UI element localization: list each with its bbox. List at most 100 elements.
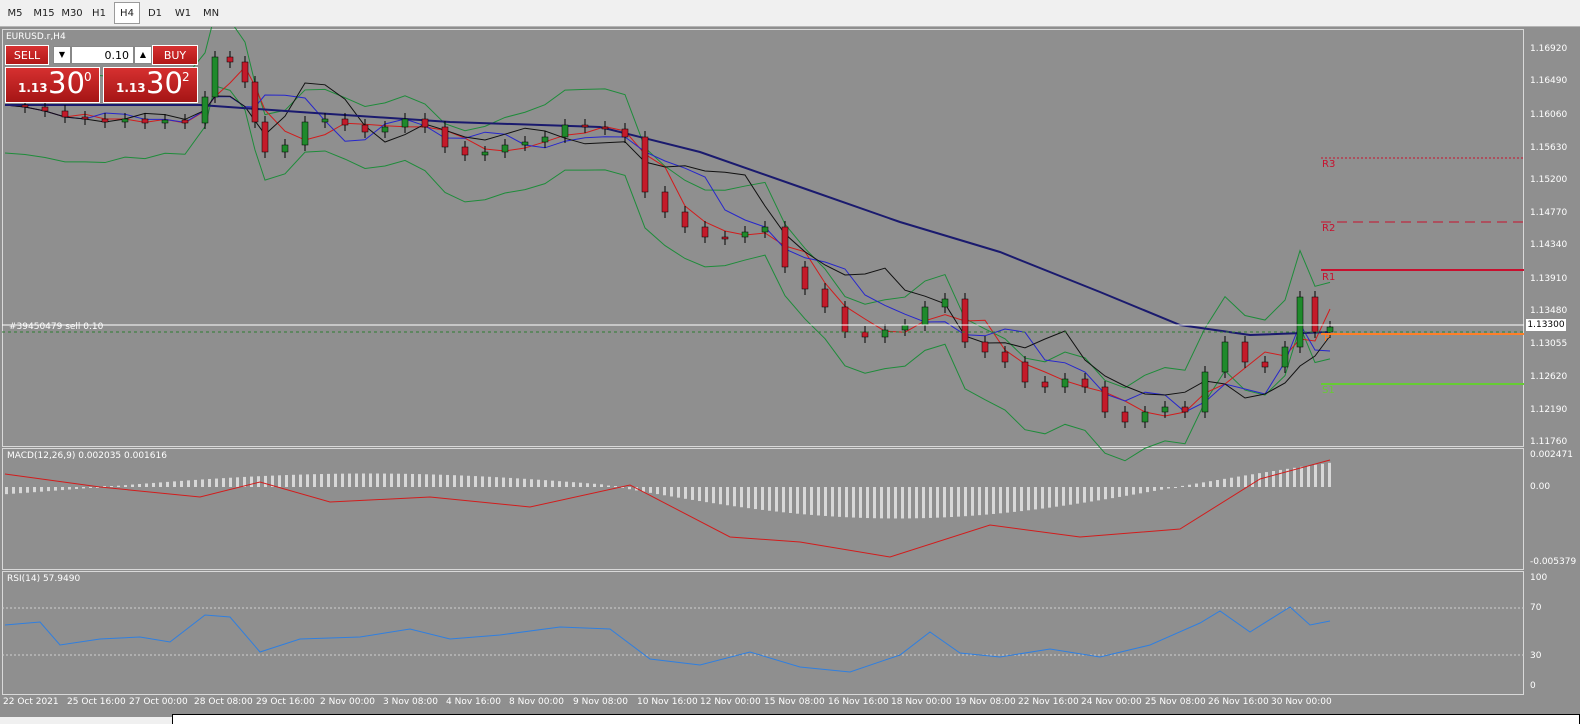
- macd-histogram-bar: [530, 479, 533, 487]
- macd-histogram-bar: [838, 487, 841, 517]
- date-label: 25 Nov 08:00: [1145, 697, 1206, 707]
- macd-histogram-bar: [320, 474, 323, 487]
- macd-histogram-bar: [1146, 487, 1149, 493]
- macd-histogram-bar: [1153, 487, 1156, 491]
- rsi-pane[interactable]: [2, 571, 1524, 695]
- macd-histogram-bar: [1328, 462, 1331, 487]
- candle-body: [521, 141, 529, 146]
- macd-histogram-bar: [1195, 483, 1198, 487]
- macd-histogram-bar: [887, 487, 890, 519]
- candle-body: [226, 56, 234, 63]
- macd-histogram-bar: [47, 487, 50, 492]
- macd-histogram-bar: [719, 487, 722, 505]
- macd-histogram-bar: [5, 487, 8, 495]
- macd-histogram-bar: [1118, 487, 1121, 497]
- candle-body: [251, 81, 259, 123]
- macd-histogram-bar: [845, 487, 848, 518]
- main-price-pane[interactable]: [2, 29, 1524, 447]
- date-label: 18 Nov 00:00: [891, 697, 952, 707]
- macd-histogram-bar: [663, 487, 666, 496]
- lot-size-input[interactable]: [71, 46, 134, 64]
- macd-histogram-bar: [1321, 463, 1324, 487]
- candle-body: [261, 121, 269, 153]
- date-label: 29 Oct 16:00: [256, 697, 315, 707]
- macd-histogram-bar: [481, 476, 484, 487]
- date-label: 3 Nov 08:00: [383, 697, 438, 707]
- macd-pane[interactable]: [2, 448, 1524, 570]
- macd-histogram-bar: [789, 487, 792, 514]
- macd-histogram-bar: [747, 487, 750, 509]
- macd-histogram-bar: [495, 477, 498, 487]
- bid-price-box[interactable]: 1.13 30 0: [5, 66, 100, 103]
- chart-area[interactable]: EURUSD.r,H4 SELL ▼ ▲ BUY 1.13 30 0 1.13 …: [0, 27, 1580, 717]
- date-label: 9 Nov 08:00: [573, 697, 628, 707]
- timeframe-toolbar: M5 M15 M30 H1 H4 D1 W1 MN: [0, 0, 1580, 27]
- timeframe-h4[interactable]: H4: [114, 2, 140, 24]
- macd-histogram-bar: [621, 487, 624, 489]
- candle-body: [941, 298, 949, 308]
- buy-button[interactable]: BUY: [152, 45, 198, 65]
- timeframe-mn[interactable]: MN: [202, 8, 220, 19]
- macd-histogram-bar: [572, 482, 575, 487]
- macd-histogram-bar: [369, 473, 372, 487]
- sell-button[interactable]: SELL: [5, 45, 49, 65]
- chart-tab[interactable]: [172, 714, 1580, 724]
- candle-body: [601, 126, 609, 130]
- macd-histogram-bar: [250, 476, 253, 487]
- candle-body: [581, 124, 589, 128]
- macd-histogram-bar: [89, 487, 92, 488]
- price-tick: 1.12620: [1530, 372, 1568, 382]
- macd-histogram-bar: [1013, 487, 1016, 512]
- ask-price-box[interactable]: 1.13 30 2: [103, 66, 198, 103]
- macd-histogram-bar: [1041, 487, 1044, 509]
- timeframe-m15[interactable]: M15: [33, 8, 55, 19]
- timeframe-m30[interactable]: M30: [61, 8, 83, 19]
- candle-body: [121, 118, 129, 123]
- macd-tick: -0.005379: [1530, 557, 1577, 567]
- candle-body: [661, 191, 669, 213]
- macd-histogram-bar: [383, 473, 386, 487]
- bid-price-pips: 30: [48, 66, 85, 100]
- macd-histogram-bar: [859, 487, 862, 518]
- bollinger-upper-line: [4, 27, 1331, 389]
- macd-histogram-bar: [964, 487, 967, 517]
- candle-body: [741, 231, 749, 238]
- rsi-tick: 100: [1530, 573, 1548, 583]
- macd-histogram-bar: [1027, 487, 1030, 511]
- macd-histogram-bar: [1293, 467, 1296, 487]
- candle-body: [1121, 411, 1129, 423]
- macd-histogram-bar: [201, 479, 204, 487]
- macd-histogram-bar: [173, 481, 176, 487]
- macd-histogram-bar: [670, 487, 673, 497]
- ma-slow-line: [4, 82, 1331, 399]
- macd-histogram-bar: [943, 487, 946, 518]
- date-label: 15 Nov 08:00: [764, 697, 825, 707]
- timeframe-m5[interactable]: M5: [7, 8, 23, 19]
- pivot-label-r3: R3: [1322, 159, 1336, 170]
- macd-histogram-bar: [306, 474, 309, 487]
- macd-histogram-bar: [404, 473, 407, 487]
- timeframe-d1[interactable]: D1: [147, 8, 163, 19]
- macd-histogram-bar: [1230, 477, 1233, 487]
- price-tick: 1.15200: [1530, 175, 1568, 185]
- macd-histogram-bar: [1006, 487, 1009, 513]
- candle-body: [861, 331, 869, 338]
- macd-histogram-bar: [999, 487, 1002, 514]
- lot-increase-button[interactable]: ▲: [134, 46, 152, 64]
- macd-histogram-bar: [341, 473, 344, 487]
- macd-histogram-bar: [19, 487, 22, 494]
- price-tick: 1.13055: [1530, 339, 1568, 349]
- macd-histogram-bar: [12, 487, 15, 494]
- date-label: 10 Nov 16:00: [637, 697, 698, 707]
- macd-histogram-bar: [978, 487, 981, 516]
- order-line-label[interactable]: #39450479 sell 0.10: [9, 322, 104, 332]
- candle-body: [421, 118, 429, 128]
- lot-decrease-button[interactable]: ▼: [53, 46, 71, 64]
- timeframe-h1[interactable]: H1: [92, 8, 106, 19]
- macd-histogram-bar: [782, 487, 785, 513]
- timeframe-w1[interactable]: W1: [174, 8, 192, 19]
- ma-fast-line: [4, 66, 1331, 417]
- candle-body: [241, 61, 249, 83]
- pivot-label-r2: R2: [1322, 223, 1336, 234]
- candle-body: [1141, 411, 1149, 423]
